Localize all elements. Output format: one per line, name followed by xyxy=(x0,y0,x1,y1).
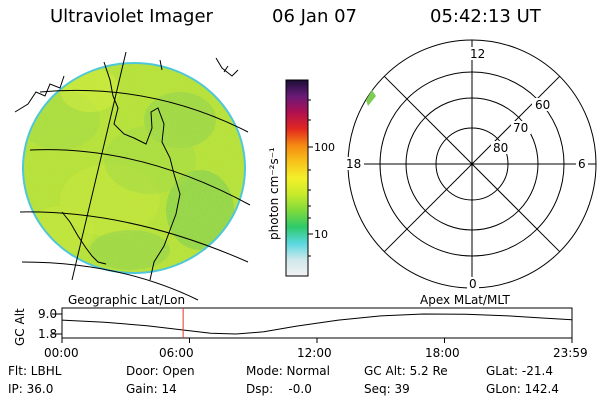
footer-mode: Mode: Normal xyxy=(246,364,330,378)
polar-label-0: 0 xyxy=(469,277,477,291)
coastline-north xyxy=(14,75,65,113)
timeline-x-ticks xyxy=(61,338,573,343)
map-speckle-texture xyxy=(24,64,244,272)
colorbar-tick-label-100: 100 xyxy=(314,141,335,154)
y-tick-label-1-8: 1.8 xyxy=(38,327,57,341)
colorbar: 100 10 photon cm⁻²s⁻¹ xyxy=(267,79,335,277)
latitude-line-1 xyxy=(39,89,249,133)
coastline-australia-east xyxy=(103,61,181,281)
longitude-line-2 xyxy=(223,65,229,73)
polar-diagonal-2 xyxy=(383,75,561,253)
coastline-gulf xyxy=(61,211,107,265)
x-tick-label-0600: 06:00 xyxy=(159,346,194,360)
polar-plot: 12 18 6 0 60 70 80 xyxy=(344,39,597,291)
latitude-line-3 xyxy=(19,211,249,263)
x-tick-label-1800: 18:00 xyxy=(425,346,460,360)
latitude-line-2 xyxy=(29,149,251,206)
colorbar-tick-label-10: 10 xyxy=(314,228,328,241)
polar-label-70: 70 xyxy=(513,121,528,135)
y-tick-label-9: 9.0 xyxy=(38,307,57,321)
time-label: 05:42:13 UT xyxy=(430,6,541,27)
latitude-line-4 xyxy=(21,261,199,301)
altitude-curve xyxy=(61,313,573,335)
polar-label-60: 60 xyxy=(535,98,550,112)
footer-gc-alt: GC Alt: 5.2 Re xyxy=(364,364,448,378)
footer-door: Door: Open xyxy=(126,364,195,378)
footer-dsp: Dsp: -0.0 xyxy=(246,382,312,396)
coastline-ne xyxy=(215,57,239,77)
coastline-island xyxy=(159,59,163,71)
footer-flt: Flt: LBHL xyxy=(8,364,62,378)
polar-projection-label: Apex MLat/MLT xyxy=(420,293,510,307)
polar-label-6: 6 xyxy=(578,157,586,171)
longitude-line-1 xyxy=(71,51,127,281)
polar-label-12: 12 xyxy=(470,47,485,61)
footer-seq: Seq: 39 xyxy=(364,382,410,396)
timeline-ylabel: GC Alt xyxy=(13,308,27,346)
polar-label-18: 18 xyxy=(346,157,361,171)
colorbar-unit-label: photon cm⁻²s⁻¹ xyxy=(267,147,281,240)
date-label: 06 Jan 07 xyxy=(272,6,357,27)
map-projection-label: Geographic Lat/Lon xyxy=(68,293,185,307)
polar-aurora-fragment xyxy=(366,90,376,106)
altitude-timeline: 9.0 1.8 GC Alt 00:00 06:00 12:00 18:00 2… xyxy=(13,307,588,360)
polar-label-80: 80 xyxy=(493,141,508,155)
app-title: Ultraviolet Imager xyxy=(50,6,213,27)
x-tick-label-2359: 23:59 xyxy=(553,346,588,360)
footer-glat: GLat: -21.4 xyxy=(486,364,553,378)
x-tick-label-1200: 12:00 xyxy=(297,346,332,360)
x-tick-label-0000: 00:00 xyxy=(44,346,79,360)
footer-gain: Gain: 14 xyxy=(126,382,177,396)
uvi-map-image xyxy=(14,51,251,301)
footer-ip: IP: 36.0 xyxy=(8,382,54,396)
footer-glon: GLon: 142.4 xyxy=(486,382,559,396)
colorbar-scale xyxy=(285,79,309,277)
